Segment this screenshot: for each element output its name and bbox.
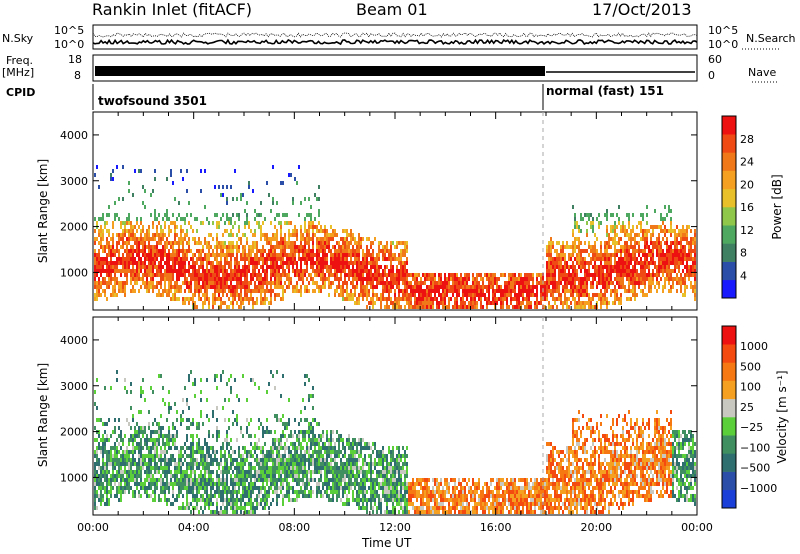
noise-bottom-right-label: 10^0 — [708, 38, 739, 51]
colorbar-tick-label: −1000 — [740, 482, 777, 495]
colorbar-segment — [722, 207, 736, 226]
cpid-label: CPID — [6, 86, 36, 99]
colorbar-segment — [722, 471, 736, 491]
x-tick-label: 08:00 — [278, 521, 310, 534]
nave-top-label: 60 — [708, 53, 722, 66]
mhz-label: [MHz] — [2, 66, 35, 79]
noise-top-right-label: 10^5 — [708, 24, 739, 37]
colorbar-segment — [722, 225, 736, 244]
x-tick-label: 00:00 — [681, 521, 713, 534]
colorbar-tick-label: 8 — [740, 247, 747, 260]
colorbar-tick-label: 16 — [740, 201, 754, 214]
date-title: 17/Oct/2013 — [592, 0, 692, 19]
velocity-colorbar-label: Velocity [m s⁻¹] — [775, 370, 789, 464]
y-tick-label: 1000 — [60, 471, 88, 484]
x-tick-label: 12:00 — [379, 521, 411, 534]
y-tick-label: 2000 — [60, 426, 88, 439]
freq-top-label: 18 — [68, 53, 82, 66]
colorbar-segment — [722, 152, 736, 171]
colorbar-segment — [722, 279, 736, 299]
noise-top-label: 10^5 — [54, 24, 85, 37]
x-tick-label: 04:00 — [178, 521, 210, 534]
colorbar-tick-label: 4 — [740, 269, 747, 282]
x-tick-label: 16:00 — [480, 521, 512, 534]
colorbar-tick-label: −500 — [740, 462, 770, 475]
colorbar-tick-label: 24 — [740, 156, 754, 169]
x-tick-label: 20:00 — [580, 521, 612, 534]
cpid-segment-1: twofsound 3501 — [98, 94, 207, 108]
colorbar-tick-label: 100 — [740, 381, 761, 394]
colorbar-tick-label: 12 — [740, 224, 754, 237]
colorbar-segment — [722, 398, 736, 418]
colorbar-tick-label: 28 — [740, 133, 754, 146]
x-tick-label: 00:00 — [77, 521, 109, 534]
power-colorbar-label: Power [dB] — [770, 174, 784, 240]
colorbar-tick-label: −25 — [740, 421, 763, 434]
beam-title: Beam 01 — [356, 0, 428, 19]
velocity-panel: 1000 2000 3000 4000 00:00 04:00 08:00 12:00 16:… — [60, 316, 713, 534]
power-colorbar: 4 8 12 16 20 24 28 — [721, 115, 754, 299]
y-tick-label: 3000 — [60, 175, 88, 188]
nave-bottom-label: 0 — [708, 69, 715, 82]
colorbar-segment — [722, 261, 736, 281]
nave-label: Nave — [748, 66, 777, 79]
colorbar-segment — [722, 188, 736, 208]
velocity-colorbar: −1000 −500 −100 −25 25 100 500 1000 — [721, 325, 777, 509]
y-tick-label: 4000 — [60, 334, 88, 347]
noise-strip — [92, 24, 780, 50]
colorbar-segment — [722, 362, 736, 381]
y-tick-label: 4000 — [60, 129, 88, 142]
freq-strip — [92, 54, 778, 83]
y-tick-label: 3000 — [60, 380, 88, 393]
nsky-label: N.Sky — [2, 32, 34, 45]
colorbar-segment — [722, 344, 736, 363]
freq-label: Freq. — [6, 54, 34, 67]
nsearch-label: N.Search — [746, 32, 796, 45]
colorbar-segment — [722, 243, 736, 262]
colorbar-segment — [722, 453, 736, 472]
velocity-ylabel: Slant Range [km] — [36, 362, 50, 468]
y-tick-label: 2000 — [60, 221, 88, 234]
noise-bottom-label: 10^0 — [54, 38, 85, 51]
x-axis-label: Time UT — [362, 536, 412, 550]
colorbar-segment — [722, 417, 736, 436]
colorbar-segment — [722, 435, 736, 454]
colorbar-tick-label: 500 — [740, 360, 761, 373]
colorbar-segment — [722, 134, 736, 153]
colorbar-segment — [722, 116, 736, 135]
colorbar-segment — [722, 380, 736, 400]
station-title: Rankin Inlet (fitACF) — [92, 0, 253, 19]
colorbar-segment — [722, 170, 736, 190]
cpid-segment-2: normal (fast) 151 — [546, 84, 664, 98]
cpid-strip — [92, 84, 544, 110]
power-ylabel: Slant Range [km] — [36, 158, 50, 264]
colorbar-tick-label: −100 — [740, 441, 770, 454]
colorbar-segment — [722, 326, 736, 345]
freq-bottom-label: 8 — [74, 69, 81, 82]
colorbar-segment — [722, 489, 736, 509]
power-panel: 1000 2000 3000 4000 — [60, 111, 698, 311]
y-tick-label: 1000 — [60, 266, 88, 279]
colorbar-tick-label: 20 — [740, 178, 754, 191]
colorbar-tick-label: 1000 — [740, 340, 768, 353]
colorbar-tick-label: 25 — [740, 401, 754, 414]
